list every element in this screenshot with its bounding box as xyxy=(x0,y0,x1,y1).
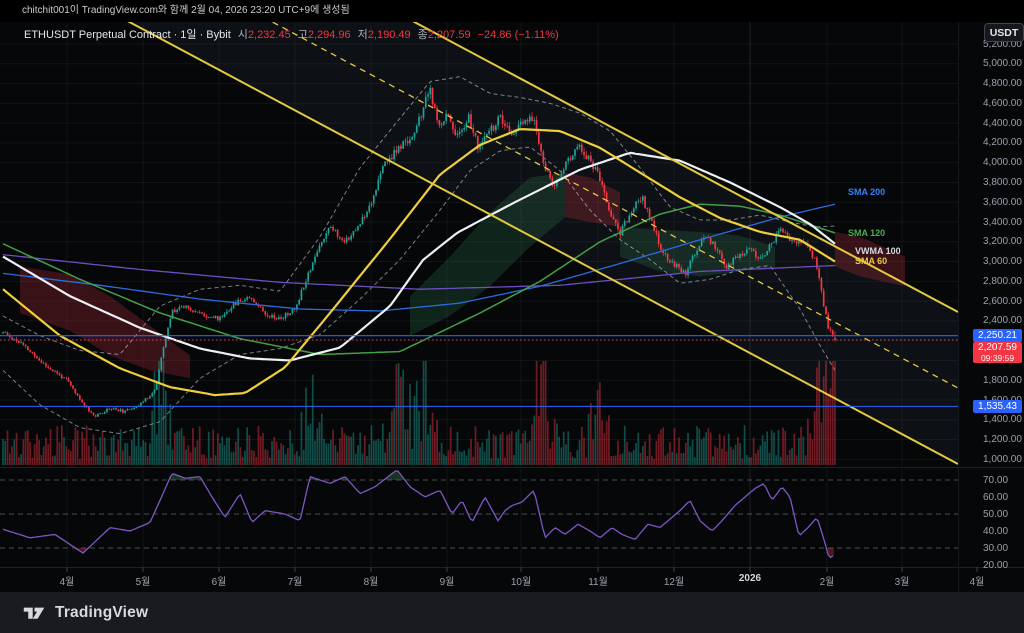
ohlc-open: 시2,232.45 xyxy=(237,29,291,41)
bar-countdown: 09:39:59 xyxy=(980,352,1015,363)
price-tick-label: 3,200.00 xyxy=(983,236,1022,248)
tradingview-logo[interactable]: TradingView xyxy=(55,603,149,621)
price-tick-label: 1,400.00 xyxy=(983,414,1022,426)
time-tick-label: 9월 xyxy=(439,577,455,588)
symbol-title[interactable]: ETHUSDT Perpetual Contract · 1일 · Bybit xyxy=(24,29,231,41)
price-tick-label: 3,400.00 xyxy=(983,216,1022,228)
price-tick-label: 2,800.00 xyxy=(983,275,1022,287)
change-value: −24.86 (−1.11%) xyxy=(477,29,559,41)
last-price-label: 2,207.59 09:39:59 xyxy=(973,342,1022,363)
candle-bodies-down xyxy=(6,87,836,417)
ma-label-vwma-100: VWMA 100 xyxy=(855,246,901,256)
time-tick-label: 10월 xyxy=(510,577,532,588)
rsi-tick-label: 40.00 xyxy=(983,525,1009,537)
price-tick-label: 2,400.00 xyxy=(983,315,1022,327)
time-tick-label: 4월 xyxy=(969,577,985,588)
rsi-overbought-fill xyxy=(169,473,201,480)
ichimoku-cloud xyxy=(410,172,565,336)
price-tick-label: 4,200.00 xyxy=(983,137,1022,149)
time-tick-label: 8월 xyxy=(363,577,379,588)
time-tick-label: 2월 xyxy=(819,577,835,588)
ichimoku-cloud xyxy=(835,231,905,287)
vwma-100-line xyxy=(2,151,836,362)
time-tick-label: 4월 xyxy=(59,577,75,588)
time-tick-label: 6월 xyxy=(211,577,227,588)
rsi-tick-label: 20.00 xyxy=(983,559,1009,571)
time-tick-label: 11월 xyxy=(588,577,608,588)
price-tick-label: 4,600.00 xyxy=(983,97,1022,109)
price-tick-label: 4,800.00 xyxy=(983,78,1022,90)
price-tick-label: 3,800.00 xyxy=(983,176,1022,188)
ichimoku-cloud xyxy=(565,172,620,227)
rsi-tick-label: 30.00 xyxy=(983,542,1009,554)
price-tick-label: 3,600.00 xyxy=(983,196,1022,208)
price-tick-label: 1,000.00 xyxy=(983,453,1022,465)
rsi-line xyxy=(2,470,834,559)
ma-label-sma-60: SMA 60 xyxy=(855,256,888,266)
rsi-pane[interactable] xyxy=(0,469,977,567)
price-tick-label: 5,000.00 xyxy=(983,58,1022,70)
bollinger-band xyxy=(2,146,836,435)
price-tick-label: 1,200.00 xyxy=(983,434,1022,446)
price-tick-label: 4,000.00 xyxy=(983,157,1022,169)
ma-label-sma-200: SMA 200 xyxy=(848,187,886,197)
price-tick-label: 3,000.00 xyxy=(983,256,1022,268)
price-tick-label: 5,200.00 xyxy=(983,38,1022,50)
price-tick-label: 4,400.00 xyxy=(983,117,1022,129)
volume-bars-down xyxy=(6,361,836,465)
time-tick-label: 12월 xyxy=(663,577,685,588)
ohlc-close: 종2,207.59 xyxy=(417,29,471,41)
sma-200-line xyxy=(2,203,836,312)
upper-level-price-label: 2,250.21 xyxy=(973,329,1022,342)
volume-bars-up xyxy=(2,361,805,465)
time-tick-label: 3월 xyxy=(894,577,910,588)
price-tick-label: 1,800.00 xyxy=(983,374,1022,386)
price-axis[interactable]: 2,250.21 2,207.59 09:39:59 1,535.43 5,20… xyxy=(958,22,1024,592)
ma-label-sma-120: SMA 120 xyxy=(848,228,886,238)
time-tick-label: 5월 xyxy=(135,577,151,588)
price-tick-label: 2,600.00 xyxy=(983,295,1022,307)
footer-bar: TradingView xyxy=(0,592,1024,633)
purple-ma-line xyxy=(2,253,836,290)
rsi-tick-label: 60.00 xyxy=(983,491,1009,503)
channel-boundary-line[interactable] xyxy=(120,17,958,465)
attribution-text: chitchit001이 TradingView.com와 함께 2월 04, … xyxy=(22,5,350,16)
ohlc-high: 고2,294.96 xyxy=(297,29,351,41)
channel-boundary-line[interactable] xyxy=(405,17,958,313)
rsi-tick-label: 70.00 xyxy=(983,474,1009,486)
time-tick-label: 7월 xyxy=(287,577,303,588)
time-tick-label: 2026 xyxy=(738,573,762,584)
sma-60-line xyxy=(2,128,836,397)
currency-label: USDT xyxy=(989,26,1019,39)
ichimoku-cloud xyxy=(20,266,190,379)
ohlc-low: 저2,190.49 xyxy=(357,29,411,41)
price-pane[interactable] xyxy=(0,17,977,467)
lower-level-price-label: 1,535.43 xyxy=(973,400,1022,413)
chart-legend: ETHUSDT Perpetual Contract · 1일 · Bybit 시… xyxy=(24,26,559,42)
rsi-tick-label: 50.00 xyxy=(983,508,1009,520)
currency-toggle-button[interactable]: USDT xyxy=(984,23,1024,42)
rsi-oversold-fill xyxy=(826,548,834,558)
tradingview-logo-icon[interactable] xyxy=(22,601,47,625)
time-axis[interactable]: 4월 5월 6월 7월 8월 9월 10월 11월 12월 2026 2월 3월 4월 xyxy=(0,567,985,592)
attribution-bar: chitchit001이 TradingView.com와 함께 2월 04, … xyxy=(0,0,1024,22)
